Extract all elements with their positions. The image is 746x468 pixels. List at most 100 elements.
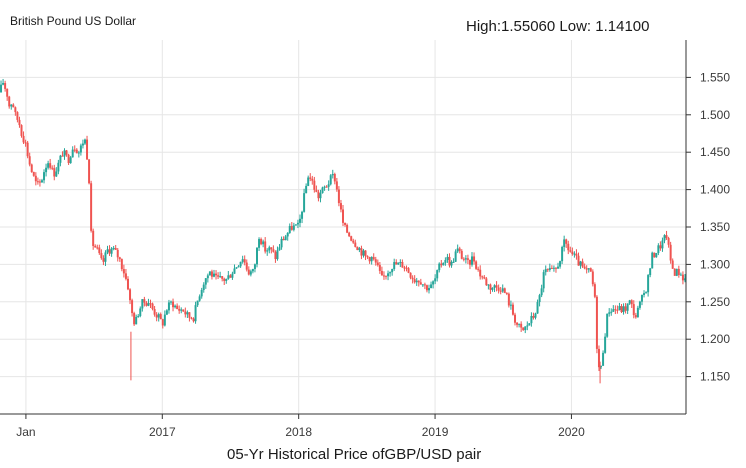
- candle-body: [538, 295, 541, 303]
- candle-body: [237, 266, 240, 268]
- candle-body: [118, 257, 121, 260]
- candle-body: [348, 232, 351, 237]
- candle-body: [34, 175, 37, 182]
- candle-body: [557, 266, 560, 269]
- candle-body: [458, 248, 461, 251]
- candle-body: [255, 247, 258, 265]
- candle-body: [487, 284, 490, 286]
- candle-body: [319, 193, 322, 199]
- candle-body: [606, 313, 609, 337]
- candle-body: [505, 292, 508, 294]
- candle-body: [583, 266, 586, 269]
- candle-body: [108, 249, 111, 254]
- candle-body: [552, 267, 555, 269]
- candle-body: [122, 269, 125, 274]
- candle-body: [139, 308, 142, 316]
- chart-title: British Pound US Dollar: [10, 14, 136, 28]
- candle-body: [380, 270, 383, 276]
- candle-body: [430, 284, 433, 289]
- candle-body: [67, 154, 70, 164]
- candle-body: [47, 163, 50, 168]
- candle-body: [200, 289, 203, 297]
- candle-body: [296, 222, 299, 225]
- candle-body: [634, 315, 637, 318]
- candle-body: [636, 307, 639, 318]
- candle-body: [518, 323, 521, 325]
- candle-body: [106, 249, 109, 253]
- candle-body: [249, 271, 252, 275]
- candle-body: [452, 261, 455, 263]
- candle-body: [428, 288, 431, 291]
- candle-body: [2, 83, 5, 85]
- candle-body: [483, 277, 486, 279]
- candle-body: [124, 273, 127, 279]
- candle-body: [382, 275, 385, 277]
- candle-body: [71, 149, 74, 158]
- candle-body: [28, 156, 31, 165]
- candle-body: [468, 259, 471, 265]
- x-tick-label: 2020: [558, 425, 585, 439]
- candle-body: [169, 301, 172, 303]
- candle-body: [184, 311, 187, 315]
- candle-body: [546, 269, 549, 271]
- candle-body: [554, 267, 557, 269]
- candle-body: [51, 167, 54, 169]
- candle-body: [581, 261, 584, 267]
- candle-body: [423, 284, 426, 286]
- candle-body: [471, 256, 474, 265]
- candle-body: [669, 244, 672, 261]
- candle-body: [657, 245, 660, 254]
- candle-body: [440, 263, 443, 266]
- candle-body: [446, 256, 449, 260]
- candle-body: [655, 253, 658, 258]
- candle-body: [663, 235, 666, 241]
- candle-body: [24, 142, 27, 144]
- candle-body: [442, 262, 445, 266]
- candle-body: [667, 238, 670, 245]
- candle-body: [460, 250, 463, 259]
- candle-body: [219, 276, 222, 278]
- candle-body: [274, 251, 277, 260]
- candle-body: [272, 249, 275, 252]
- candle-body: [362, 250, 365, 256]
- candle-body: [497, 287, 500, 291]
- candle-body: [368, 257, 371, 262]
- candle-body: [315, 189, 318, 192]
- candle-body: [301, 211, 304, 219]
- candle-body: [208, 271, 211, 276]
- candle-body: [520, 323, 523, 328]
- candle-body: [432, 281, 435, 285]
- candle-body: [364, 250, 367, 257]
- candle-body: [450, 261, 453, 266]
- candle-body: [597, 348, 600, 368]
- candle-body: [223, 278, 226, 281]
- candle-body: [608, 312, 611, 314]
- candle-body: [604, 336, 607, 353]
- candle-body: [6, 88, 9, 97]
- candle-body: [448, 256, 451, 266]
- candle-body: [358, 248, 361, 251]
- candle-body: [407, 268, 410, 273]
- candle-body: [77, 152, 80, 154]
- candle-body: [75, 149, 78, 154]
- candle-body: [339, 203, 342, 210]
- candle-body: [454, 251, 457, 262]
- candle-body: [151, 303, 154, 310]
- candle-body: [253, 264, 256, 270]
- candle-body: [135, 316, 138, 325]
- candle-body: [198, 296, 201, 301]
- candle-body: [268, 247, 271, 251]
- candle-body: [215, 273, 218, 276]
- candle-body: [573, 253, 576, 255]
- candle-body: [53, 168, 56, 177]
- candle-body: [313, 180, 316, 190]
- candle-body: [280, 238, 283, 248]
- candle-body: [235, 267, 238, 269]
- y-tick-label: 1.300: [700, 257, 730, 271]
- candle-body: [202, 284, 205, 290]
- candle-body: [36, 181, 39, 183]
- candle-body: [245, 262, 248, 270]
- candle-body: [643, 293, 646, 295]
- candle-body: [602, 352, 605, 366]
- candle-body: [22, 135, 25, 143]
